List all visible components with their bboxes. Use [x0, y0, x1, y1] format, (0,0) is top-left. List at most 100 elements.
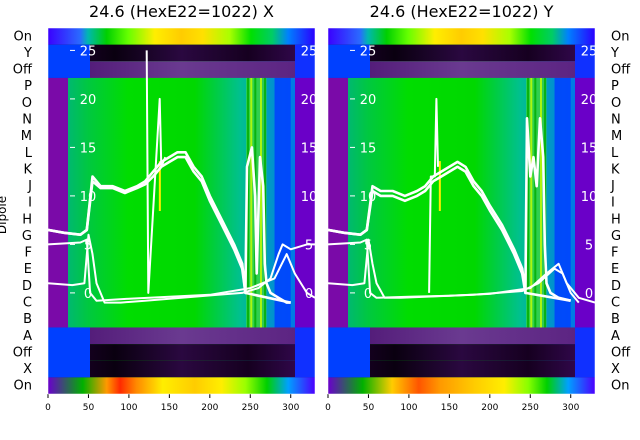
heatmap-row-edge [575, 44, 595, 78]
inner-y-tick-label-right: 10 [301, 190, 318, 205]
x-tick-label: 250 [522, 403, 539, 413]
inner-y-tick-label-right: 10 [581, 190, 598, 205]
row-label: K [23, 162, 32, 177]
row-label: H [611, 212, 621, 227]
row-label: M [21, 129, 32, 144]
heatmap-stripe [539, 77, 542, 345]
inner-y-tick-label-right: 20 [581, 93, 598, 108]
heatmap-row [48, 344, 315, 361]
row-label: H [22, 212, 32, 227]
heatmap-blue-band [554, 77, 571, 345]
row-label: K [611, 162, 620, 177]
panel-x: 24.6 (HexE22=1022) XOnXOffABCDEFGHIJKLMN… [0, 2, 317, 413]
inner-y-tick-label-right: 25 [301, 44, 318, 59]
heatmap-right-band [295, 28, 315, 394]
inner-y-tick-label-right: 20 [301, 93, 318, 108]
heatmap-row [48, 61, 315, 78]
inner-y-tick-label-right: 15 [581, 141, 598, 156]
row-label: J [27, 179, 32, 194]
series-group [328, 97, 595, 304]
x-tick-label: 50 [363, 403, 375, 413]
inner-y-tick-label: 0 [364, 287, 372, 302]
heatmap-row [48, 44, 315, 62]
heatmap-left-band [48, 28, 68, 394]
heatmap-row [328, 44, 595, 62]
row-label: Y [23, 46, 32, 61]
x-tick-label: 0 [325, 403, 331, 413]
heatmap-stripe [527, 77, 530, 345]
inner-y-tick-label-right: 25 [581, 44, 598, 59]
row-label: A [23, 329, 32, 344]
heatmap-stripe [247, 77, 250, 345]
heatmap-row-edge [48, 44, 90, 78]
heatmap-blue-band [274, 77, 291, 345]
row-label: F [25, 246, 32, 261]
row-label: P [611, 79, 619, 94]
heatmap-row-edge [328, 327, 370, 378]
inner-y-tick-label: 15 [80, 141, 97, 156]
row-label: Y [610, 46, 619, 61]
row-label: X [23, 362, 32, 377]
heatmap-highlight [158, 161, 161, 211]
series-line [428, 97, 439, 293]
heatmap-row [48, 28, 315, 45]
row-label: I [611, 196, 615, 211]
series-line [48, 233, 315, 304]
row-label: L [611, 146, 619, 161]
x-tick-label: 200 [201, 403, 218, 413]
row-label: E [24, 262, 32, 277]
row-label: G [22, 229, 32, 244]
heatmap-row [48, 327, 315, 345]
row-label: N [611, 113, 621, 128]
inner-y-tick-label-right: 0 [585, 287, 593, 302]
series-group [48, 50, 315, 304]
inner-y-tick-label: 15 [360, 141, 377, 156]
inner-y-tick-label-right: 5 [305, 238, 313, 253]
row-label: Off [611, 345, 631, 360]
x-tick-label: 250 [242, 403, 259, 413]
heatmap-stripe [534, 77, 537, 345]
inner-y-tick-label-right: 5 [585, 238, 593, 253]
row-label: On [14, 29, 32, 44]
series-line [328, 117, 572, 302]
inner-y-tick-label: 0 [84, 287, 92, 302]
heatmap-stripe [530, 77, 533, 345]
series-line [328, 165, 571, 302]
inner-y-tick-label: 20 [80, 93, 97, 108]
row-label: O [611, 96, 621, 111]
row-label: D [611, 279, 621, 294]
row-label: On [611, 379, 629, 394]
row-label: A [611, 329, 620, 344]
heatmap-row [328, 377, 595, 394]
x-tick-label: 150 [441, 403, 458, 413]
chart-title: 24.6 (HexE22=1022) Y [370, 2, 554, 21]
heatmap-row [328, 344, 595, 361]
row-label: O [22, 96, 32, 111]
inner-y-tick-label-right: 15 [301, 141, 318, 156]
row-label: On [611, 29, 629, 44]
series-line [48, 238, 315, 302]
x-tick-label: 150 [161, 403, 178, 413]
heatmap-row-edge [295, 44, 315, 78]
row-label: B [23, 312, 32, 327]
series-line [48, 146, 291, 304]
row-label: M [611, 129, 622, 144]
heatmap-row [328, 360, 595, 378]
y-axis-label: Dipole [0, 196, 9, 234]
row-label: C [23, 296, 32, 311]
row-label: G [611, 229, 621, 244]
row-label: I [28, 196, 32, 211]
heatmap-stripe [264, 77, 267, 345]
heatmap-row-edge [295, 327, 315, 378]
row-label: D [22, 279, 32, 294]
x-tick-label: 300 [562, 403, 579, 413]
heatmap-highlight [438, 161, 441, 211]
heatmap-row [48, 377, 315, 394]
row-label: Off [611, 63, 631, 78]
heatmap-row [48, 360, 315, 378]
panel-y: 24.6 (HexE22=1022) YOnXOffABCDEFGHIJKLMN… [325, 2, 631, 413]
heatmap-stripe [259, 77, 262, 345]
inner-y-tick-label: 25 [360, 44, 377, 59]
x-tick-label: 50 [83, 403, 95, 413]
